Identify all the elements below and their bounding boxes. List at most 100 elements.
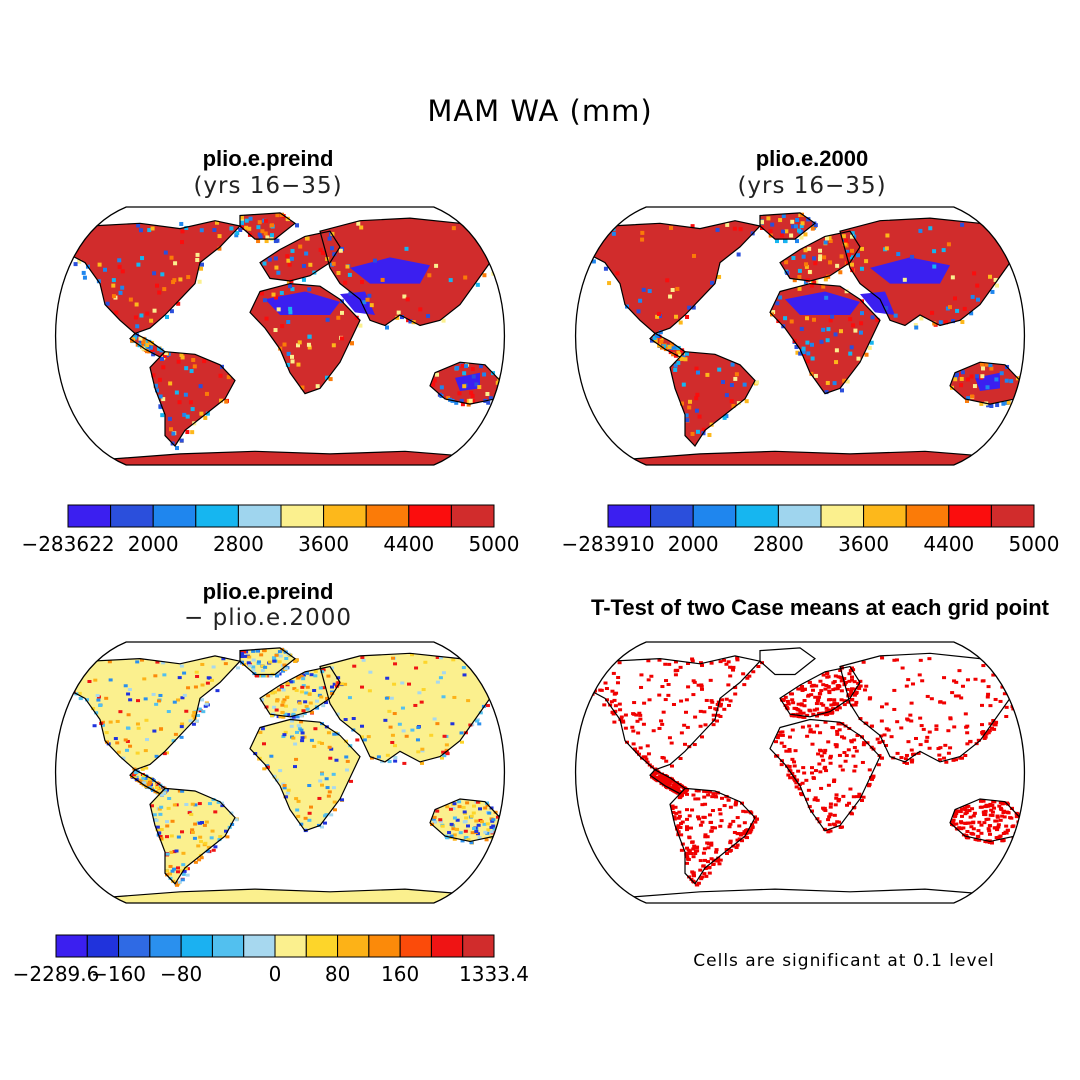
grid-cell bbox=[966, 396, 971, 401]
grid-cell bbox=[320, 783, 324, 787]
significant-cell bbox=[691, 855, 696, 859]
grid-cell bbox=[66, 238, 71, 243]
significant-cell bbox=[678, 792, 683, 796]
grid-cell bbox=[736, 252, 741, 257]
grid-cell bbox=[918, 228, 923, 233]
significant-cell bbox=[842, 703, 847, 707]
grid-cell bbox=[603, 266, 608, 271]
significant-cell bbox=[1022, 669, 1025, 673]
grid-cell bbox=[197, 279, 202, 284]
significant-cell bbox=[673, 669, 678, 673]
grid-cell bbox=[720, 380, 725, 385]
significant-cell bbox=[790, 757, 795, 761]
grid-cell bbox=[201, 710, 206, 714]
grid-cell bbox=[145, 738, 150, 742]
grid-cell bbox=[770, 222, 775, 227]
grid-cell bbox=[677, 350, 682, 355]
significant-cell bbox=[827, 815, 832, 819]
significant-cell bbox=[835, 732, 840, 736]
grid-cell bbox=[200, 698, 204, 702]
grid-cell bbox=[490, 696, 495, 700]
grid-cell bbox=[224, 829, 229, 833]
grid-cell bbox=[859, 321, 864, 326]
grid-cell bbox=[295, 715, 300, 719]
significant-cell bbox=[815, 817, 820, 821]
significant-cell bbox=[800, 688, 805, 692]
significant-cell bbox=[899, 726, 904, 730]
significant-cell bbox=[691, 793, 696, 797]
colorbar-2000-swatch bbox=[735, 504, 779, 528]
grid-cell bbox=[685, 315, 690, 320]
grid-cell bbox=[671, 352, 676, 357]
significant-cell bbox=[846, 700, 851, 704]
grid-cell bbox=[985, 385, 990, 390]
significant-cell bbox=[839, 679, 844, 683]
grid-cell bbox=[451, 806, 456, 810]
grid-cell bbox=[162, 354, 167, 359]
significant-cell bbox=[785, 707, 790, 711]
significant-cell bbox=[852, 769, 857, 773]
grid-cell bbox=[694, 408, 699, 413]
significant-cell bbox=[965, 742, 970, 746]
coastline-europe bbox=[779, 230, 861, 282]
grid-cell bbox=[421, 688, 426, 692]
significant-cell bbox=[696, 789, 701, 793]
grid-cell bbox=[993, 277, 998, 282]
grid-cell bbox=[103, 267, 108, 272]
grid-cell bbox=[81, 270, 86, 275]
grid-cell bbox=[283, 704, 288, 708]
significant-cell bbox=[717, 862, 722, 866]
grid-cell bbox=[261, 674, 266, 678]
grid-cell bbox=[832, 381, 837, 386]
grid-cell bbox=[694, 396, 699, 401]
grid-cell bbox=[172, 803, 177, 807]
grid-cell bbox=[1017, 390, 1022, 395]
grid-cell bbox=[255, 649, 260, 653]
grid-cell bbox=[511, 686, 515, 689]
significant-cell bbox=[991, 673, 996, 677]
grid-cell bbox=[301, 677, 306, 681]
grid-cell bbox=[268, 674, 273, 678]
grid-cell bbox=[457, 805, 462, 809]
grid-cell bbox=[191, 722, 196, 726]
significant-cell bbox=[823, 748, 828, 752]
grid-cell bbox=[390, 740, 395, 744]
grid-cell bbox=[707, 432, 712, 437]
grid-cell bbox=[325, 696, 330, 700]
grid-cell bbox=[496, 676, 501, 680]
grid-cell bbox=[155, 828, 160, 832]
grid-cell bbox=[271, 656, 276, 660]
grid-cell bbox=[282, 786, 287, 790]
grid-cell bbox=[653, 339, 658, 344]
grid-cell bbox=[797, 268, 802, 273]
grid-cell bbox=[479, 820, 484, 824]
grid-cell bbox=[179, 664, 184, 668]
grid-cell bbox=[188, 719, 193, 723]
significant-cell bbox=[863, 688, 868, 692]
grid-cell bbox=[226, 375, 231, 380]
colorbar-preind: −283622 2000 2800 3600 4400 5000 bbox=[21, 504, 519, 556]
significant-cell bbox=[971, 832, 976, 836]
grid-cell bbox=[384, 696, 389, 700]
significant-cell bbox=[925, 694, 930, 698]
significant-cell bbox=[710, 795, 715, 799]
grid-cell bbox=[128, 744, 133, 748]
significant-cell bbox=[1018, 822, 1023, 826]
grid-cell bbox=[307, 287, 312, 292]
grid-cell bbox=[96, 698, 101, 702]
significant-cell bbox=[980, 723, 984, 727]
grid-cell bbox=[301, 263, 306, 268]
grid-cell bbox=[271, 292, 276, 297]
grid-cell bbox=[465, 801, 470, 805]
grid-cell bbox=[177, 676, 182, 680]
grid-cell bbox=[697, 414, 702, 419]
significant-cell bbox=[703, 835, 708, 839]
grid-cell bbox=[495, 702, 500, 706]
significant-cell bbox=[856, 686, 861, 690]
significant-cell bbox=[879, 734, 884, 738]
significant-cell bbox=[653, 771, 658, 775]
significant-cell bbox=[802, 704, 807, 708]
significant-cell bbox=[617, 661, 622, 665]
significant-cell bbox=[884, 743, 889, 747]
grid-cell bbox=[444, 743, 449, 747]
